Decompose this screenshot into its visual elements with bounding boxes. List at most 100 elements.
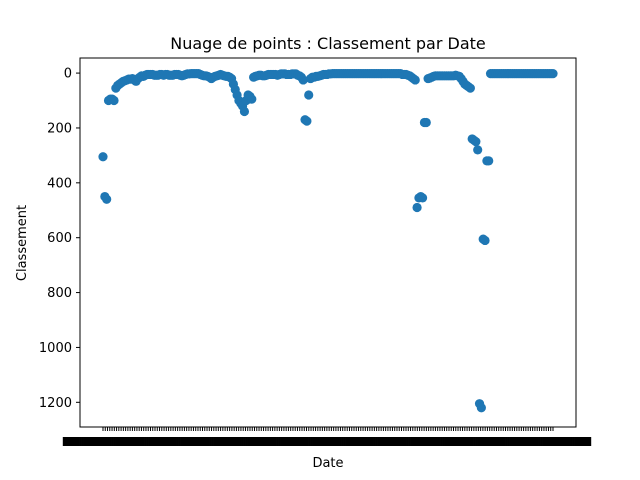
x-tick-label [164, 437, 167, 446]
x-tick-label [343, 437, 346, 446]
x-tick-label [399, 437, 403, 446]
x-tick-label [229, 437, 232, 446]
x-tick-label [468, 437, 472, 446]
x-tick-label [180, 437, 183, 446]
x-tick-label [515, 437, 519, 446]
x-tick-label [276, 437, 279, 446]
x-tick-label [215, 437, 218, 446]
x-tick-label [66, 437, 70, 446]
x-tick-label [397, 437, 401, 446]
x-tick-label [328, 437, 332, 446]
data-point [109, 95, 119, 106]
x-tick-label [123, 437, 127, 446]
x-tick-label [152, 437, 155, 446]
x-tick-label [416, 437, 419, 446]
x-tick-label [489, 437, 492, 446]
x-tick-label [562, 437, 565, 446]
x-tick-label [586, 437, 590, 446]
x-tick-label [414, 437, 417, 446]
data-point [412, 202, 422, 213]
x-tick-label [444, 437, 448, 446]
x-tick-label [369, 437, 372, 446]
x-tick-label [296, 437, 299, 446]
x-tick-label [385, 437, 389, 446]
x-tick-label [426, 437, 429, 446]
x-tick-label [422, 437, 425, 446]
x-tick-label [436, 437, 439, 446]
x-tick-label [298, 437, 301, 446]
x-tick-label [235, 437, 238, 446]
x-tick-label [267, 437, 271, 446]
data-point [410, 75, 420, 85]
x-tick-label [312, 437, 315, 446]
y-tick-label: 800 [47, 286, 72, 301]
x-tick-label [548, 437, 551, 446]
x-tick-label [487, 437, 490, 446]
x-tick-label [363, 437, 366, 446]
x-tick-label [186, 437, 190, 446]
x-tick-label [109, 437, 112, 446]
x-tick-label [410, 437, 413, 446]
x-tick-label [300, 437, 303, 446]
x-tick-label [332, 437, 336, 446]
x-tick-label [326, 437, 330, 446]
x-tick-label [111, 437, 114, 446]
x-tick-label [316, 437, 320, 446]
x-tick-label [150, 437, 153, 446]
data-point [421, 117, 431, 128]
x-tick-label [115, 437, 119, 446]
x-tick-label [454, 437, 458, 446]
x-tick-label [391, 437, 395, 446]
x-tick-label [377, 437, 380, 446]
x-tick-label [495, 437, 498, 446]
x-tick-label [588, 437, 592, 446]
x-tick-label [95, 437, 98, 446]
x-tick-label [519, 437, 523, 446]
x-tick-label [144, 437, 147, 446]
x-tick-label [213, 437, 216, 446]
x-tick-label [347, 437, 350, 446]
x-tick-label [288, 437, 291, 446]
x-tick-label [365, 437, 368, 446]
data-point [302, 116, 312, 126]
x-tick-label [584, 437, 588, 446]
y-tick-label: 1000 [39, 341, 72, 356]
x-tick-label [554, 437, 557, 446]
x-tick-label [239, 437, 242, 446]
x-tick-label [523, 437, 527, 446]
x-tick-label [351, 437, 354, 446]
data-point [476, 403, 486, 413]
chart-title: Nuage de points : Classement par Date [170, 34, 486, 53]
x-tick-label [473, 437, 476, 446]
x-tick-label [131, 437, 135, 446]
x-tick-label [190, 437, 194, 446]
x-tick-label [253, 437, 257, 446]
x-tick-label [357, 437, 360, 446]
x-tick-label [156, 437, 159, 446]
x-tick-label [497, 437, 500, 446]
data-point [548, 69, 558, 79]
x-tick-label [438, 437, 441, 446]
x-tick-label [85, 437, 88, 446]
x-tick-label [361, 437, 364, 446]
data-point [304, 90, 314, 100]
data-point [480, 235, 490, 246]
x-tick-label [231, 437, 234, 446]
x-tick-label [379, 437, 383, 446]
x-tick-label [572, 437, 575, 446]
x-tick-label [511, 437, 515, 446]
x-tick-label [424, 437, 427, 446]
x-tick-label [261, 437, 265, 446]
x-tick-label [540, 437, 543, 446]
x-tick-label [442, 437, 445, 446]
data-point [102, 194, 112, 204]
data-point [247, 94, 257, 104]
x-tick-label [233, 437, 236, 446]
x-tick-label [578, 437, 582, 446]
data-point [98, 152, 108, 162]
x-tick-label [64, 437, 68, 446]
x-tick-label [237, 437, 240, 446]
x-tick-label [450, 437, 454, 446]
x-tick-label [471, 437, 474, 446]
